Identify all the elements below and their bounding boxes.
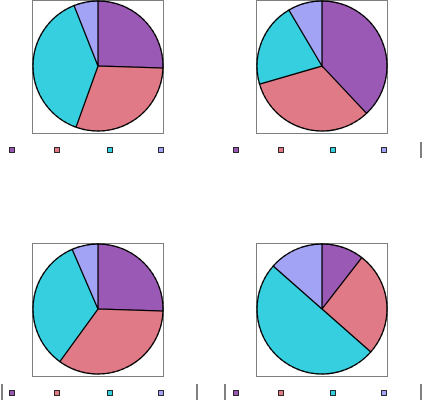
legend-marker-lavender [158, 390, 164, 396]
legend-marker-cyan [330, 147, 336, 153]
pie-panel-bottom-right [224, 243, 422, 400]
pie-outline [32, 243, 164, 375]
legend-marker-red [54, 390, 60, 396]
legend [9, 147, 164, 153]
legend-marker-purple [233, 390, 239, 396]
pie-panel-top-right [233, 0, 422, 158]
legend [233, 147, 387, 153]
pie-slice-purple [97, 243, 164, 312]
legend-marker-red [278, 390, 284, 396]
legend-marker-cyan [107, 390, 113, 396]
legend-marker-cyan [107, 147, 113, 153]
legend-marker-purple [9, 147, 15, 153]
legend-marker-cyan [330, 390, 336, 396]
legend-marker-lavender [158, 147, 164, 153]
legend-marker-red [54, 147, 60, 153]
legend [233, 390, 387, 396]
pie-outline [32, 0, 164, 132]
pie-panel-top-left [9, 0, 164, 153]
pie-panel-bottom-left [1, 243, 198, 400]
legend-marker-lavender [381, 147, 387, 153]
pie-outline [256, 243, 388, 375]
legend-marker-purple [233, 147, 239, 153]
legend [9, 390, 164, 396]
pie-slice-purple [97, 0, 164, 69]
legend-marker-purple [9, 390, 15, 396]
legend-marker-lavender [381, 390, 387, 396]
pie-outline [256, 0, 388, 132]
legend-marker-red [278, 147, 284, 153]
